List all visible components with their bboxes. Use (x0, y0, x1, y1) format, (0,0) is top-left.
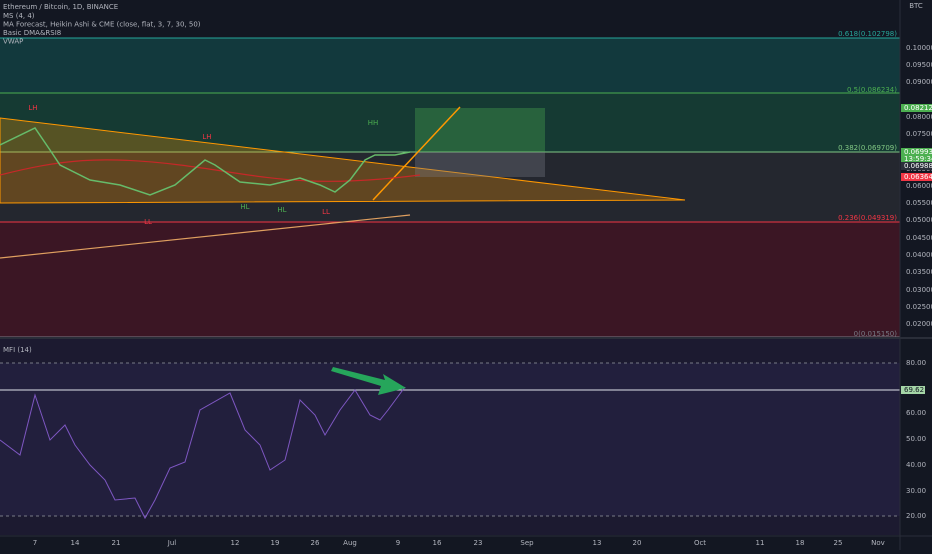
fib-label: 0.236(0.049319) (838, 214, 897, 222)
mfi-line (0, 386, 406, 520)
date-label: 16 (433, 539, 442, 547)
date-label: 19 (271, 539, 280, 547)
mfi-tick-label: 50.00 (906, 435, 926, 443)
price-tick-label: 0.090000 (906, 78, 932, 86)
date-label: Aug (343, 539, 357, 547)
vwap-line (0, 214, 411, 259)
price-tick-label: 0.060000 (906, 182, 932, 190)
price-tick-label: 0.045000 (906, 234, 932, 242)
currency: BTC (909, 2, 923, 10)
price-badge (901, 104, 932, 112)
date-label: Sep (520, 539, 534, 547)
date-label: 20 (633, 539, 642, 547)
indicator-label: Basic DMA&RSI8 (3, 29, 61, 37)
long-target-box (415, 108, 545, 152)
date-label: Jul (167, 539, 177, 547)
date-label: 21 (112, 539, 121, 547)
price-badge-text: 0.069937 (904, 148, 932, 156)
price-badge (901, 173, 932, 181)
date-label: Oct (694, 539, 706, 547)
date-label: 14 (71, 539, 80, 547)
price-badge-text: 0.069882 (904, 162, 932, 170)
price-tick-label: 0.055000 (906, 199, 932, 207)
date-label: 25 (834, 539, 843, 547)
indicator-label: MA Forecast, Heikin Ashi & CME (close, f… (3, 21, 201, 29)
date-label: 12 (231, 539, 240, 547)
price-tick-label: 0.035000 (906, 268, 932, 276)
mfi-tick-label: 80.00 (906, 359, 926, 367)
swing-label: HH (368, 119, 379, 127)
swing-label: LL (144, 218, 152, 226)
fib-label: 0.382(0.069709) (838, 144, 897, 152)
mfi-tick-label: 40.00 (906, 461, 926, 469)
date-label: 23 (474, 539, 483, 547)
price-tick-label: 0.050000 (906, 216, 932, 224)
mfi-band (0, 363, 900, 516)
date-label: 9 (396, 539, 400, 547)
swing-label: LH (28, 104, 37, 112)
mfi-tick-label: 20.00 (906, 512, 926, 520)
mfi-tick-label: 60.00 (906, 409, 926, 417)
price-badge (901, 148, 932, 156)
price-badge (901, 162, 932, 170)
fib-label: 0.618(0.102798) (838, 30, 897, 38)
fib-zone (0, 38, 900, 93)
date-label: 13 (593, 539, 602, 547)
price-tick-label: 0.025000 (906, 303, 932, 311)
price-tick-label: 0.030000 (906, 286, 932, 294)
swing-label: LH (202, 133, 211, 141)
ma-line (0, 159, 421, 182)
price-tick-label: 0.080000 (906, 113, 932, 121)
fib-label: 0.5(0.086234) (847, 86, 897, 94)
price-badge-text: 0.082127 (904, 104, 932, 112)
indicator-label: VWAP (3, 38, 23, 46)
fib-label: 0(0.015150) (854, 330, 898, 338)
trend-line (372, 106, 461, 201)
price-line (0, 127, 411, 196)
price-tick-label: 0.100000 (906, 44, 932, 52)
price-badge-text: 0.063649 (904, 173, 932, 181)
price-badge-text: 13:59:34 (904, 155, 932, 163)
mfi-tick-label: 30.00 (906, 487, 926, 495)
date-label: 11 (756, 539, 765, 547)
swing-label: HL (240, 203, 249, 211)
long-stop-box (415, 152, 545, 177)
swing-label: HL (277, 206, 286, 214)
date-label: Nov (871, 539, 885, 547)
mfi-badge-text: 69.62 (904, 386, 924, 394)
date-label: 18 (796, 539, 805, 547)
price-badge (901, 155, 932, 163)
arrow (331, 367, 406, 395)
price-tick-label: 0.040000 (906, 251, 932, 259)
symbol: Ethereum / Bitcoin, 1D, BINANCE (3, 3, 118, 11)
fib-zone (0, 93, 900, 152)
price-tick-label: 0.075000 (906, 130, 932, 138)
price-tick-label: 0.020000 (906, 320, 932, 328)
mfi-badge (901, 386, 925, 394)
triangle-pattern (0, 117, 686, 204)
swing-label: LL (322, 208, 330, 216)
fib-zone (0, 152, 900, 222)
fib-zone (0, 222, 900, 338)
indicator-label: MS (4, 4) (3, 12, 35, 20)
date-label: 7 (33, 539, 37, 547)
price-tick-label: 0.095000 (906, 61, 932, 69)
mfi-label: MFI (14) (3, 346, 32, 354)
date-label: 26 (311, 539, 320, 547)
